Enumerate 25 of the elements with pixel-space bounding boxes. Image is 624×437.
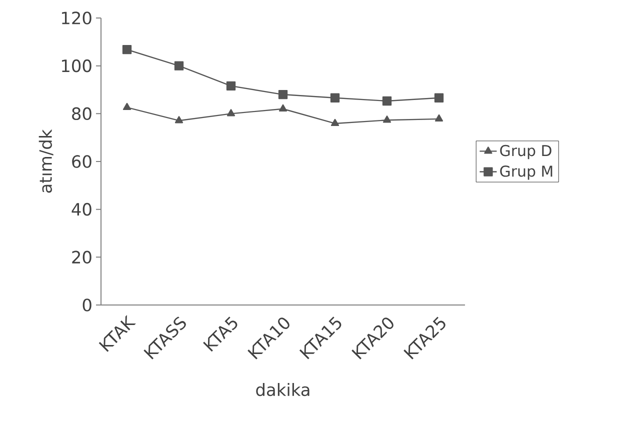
point: [174, 116, 184, 124]
point: [382, 116, 392, 123]
point: [434, 93, 444, 102]
point: [330, 93, 340, 102]
point: [226, 109, 236, 116]
y-tick-label: 40: [72, 202, 92, 216]
point: [174, 61, 184, 70]
point: [226, 81, 236, 91]
legend-label: Grup D: [500, 144, 552, 160]
y-tick-label: 20: [72, 250, 92, 264]
point: [382, 96, 392, 106]
point: [330, 118, 340, 126]
point: [122, 102, 132, 110]
y-tick-label: 60: [72, 155, 92, 168]
point: [434, 114, 444, 122]
x-axis-title: dakika: [256, 382, 310, 396]
y-tick-label: 80: [72, 107, 92, 120]
legend-label: Grup M: [500, 165, 552, 180]
point: [278, 90, 288, 100]
y-axis-title: atım/dk: [38, 129, 54, 193]
point: [278, 104, 288, 112]
y-tick-label: 120: [62, 12, 92, 24]
point: [122, 44, 132, 54]
y-tick-label: 100: [62, 59, 92, 72]
y-tick-label: 0: [82, 298, 92, 312]
